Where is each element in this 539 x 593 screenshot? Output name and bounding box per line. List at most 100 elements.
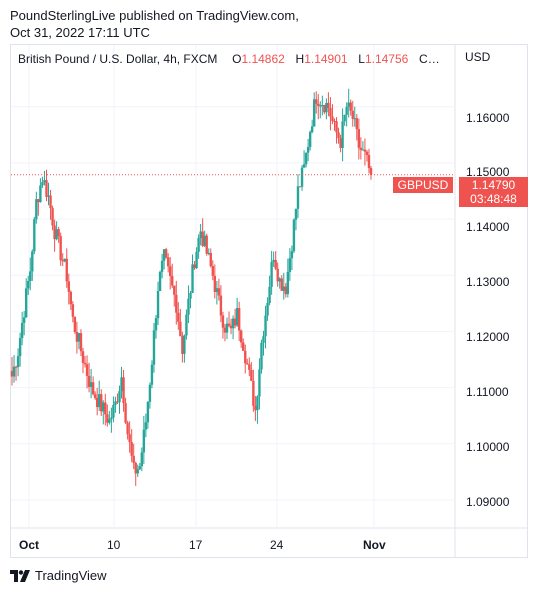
candle-body (231, 318, 235, 329)
candle-body (294, 208, 298, 220)
candle-body (337, 132, 340, 139)
candle-body (221, 315, 225, 328)
candle-body (136, 469, 139, 474)
candle-body (225, 323, 229, 333)
candle-body (77, 333, 81, 342)
candle-body (292, 219, 296, 252)
candle-body (270, 262, 273, 287)
candle-body (14, 366, 18, 368)
candle-body (335, 121, 338, 133)
candle-body (63, 258, 66, 262)
candle-body (341, 121, 344, 148)
chart-frame (10, 44, 528, 558)
publish-date: Oct 31, 2022 17:11 UTC (10, 25, 150, 40)
candle-body (132, 455, 135, 463)
candle-body (193, 264, 196, 269)
candle-body (57, 229, 60, 237)
candle-body (274, 259, 277, 269)
candle-body (237, 308, 241, 331)
candle-body (227, 323, 231, 326)
candle-body (81, 351, 85, 363)
candle-body (357, 129, 361, 148)
last-price-tag: 1.14790 03:48:48 (459, 177, 528, 207)
candle-body (369, 168, 373, 175)
candle-body (355, 118, 359, 130)
candle-body (41, 182, 44, 186)
candle-body (333, 120, 336, 122)
candle-body (219, 295, 223, 316)
candle-body (122, 377, 125, 404)
candle-body (361, 149, 365, 151)
candle-body (258, 369, 261, 397)
candle-body (148, 384, 152, 402)
candle-body (331, 116, 334, 121)
candle-body (315, 99, 318, 104)
candle-body (79, 333, 83, 352)
candle-body (16, 356, 20, 368)
candle-body (166, 257, 170, 267)
candle-body (290, 251, 294, 259)
candle-body (298, 186, 302, 188)
candle-body (85, 364, 89, 376)
candle-body (158, 271, 162, 292)
candle-body (112, 404, 115, 418)
x-tick-label: 17 (189, 538, 203, 552)
legend-symbol: British Pound / U.S. Dollar, 4h, FXCM (18, 52, 218, 66)
candle-body (223, 327, 227, 333)
candle-body (317, 103, 320, 106)
candle-body (179, 321, 182, 337)
candle-body (284, 286, 288, 295)
candle-body (246, 363, 249, 365)
candle-body (134, 462, 137, 474)
candle-body (256, 396, 259, 411)
candle-body (323, 105, 326, 113)
candle-body (313, 99, 316, 127)
candle-body (55, 229, 58, 240)
candle-body (268, 286, 271, 304)
candle-body (89, 382, 93, 387)
candle-body (280, 278, 283, 291)
candle-body (87, 375, 91, 387)
candle-body (321, 105, 324, 107)
legend-open-value: 1.14862 (241, 52, 285, 66)
candle-body (252, 380, 255, 406)
candle-body (302, 164, 306, 168)
candle-body (69, 291, 73, 305)
brand-footer[interactable]: TradingView (10, 568, 107, 583)
candle-body (171, 276, 174, 286)
candle-body (296, 186, 300, 209)
candle-body (201, 231, 204, 246)
candle-body (345, 106, 348, 115)
legend-low-label: L (358, 52, 365, 66)
candle-body (67, 281, 70, 292)
candle-body (93, 394, 97, 399)
last-price-value: 1.14790 (471, 178, 516, 192)
candle-body (160, 260, 164, 272)
candle-body (95, 398, 99, 408)
candle-body (264, 315, 267, 337)
candle-body (140, 452, 144, 467)
x-tick-label: Nov (363, 538, 386, 552)
candle-body (156, 291, 160, 319)
candle-body (65, 258, 68, 282)
candle-body (20, 322, 24, 339)
candle-body (365, 151, 369, 155)
candle-body (367, 154, 371, 169)
candle-body (276, 268, 279, 282)
bar-countdown: 03:48:48 (470, 192, 517, 206)
candle-body (169, 266, 172, 277)
candle-body (83, 362, 87, 365)
candle-body (39, 185, 42, 203)
candle-body (327, 102, 330, 108)
brand-name: TradingView (35, 568, 107, 583)
candle-body (71, 304, 75, 317)
candle-body (126, 422, 129, 435)
candle-body (187, 298, 190, 315)
y-tick-label: 1.13000 (466, 275, 510, 289)
candle-body (351, 110, 354, 119)
legend-open-label: O (232, 52, 242, 66)
candle-body (162, 249, 166, 261)
candle-body (209, 252, 212, 267)
candle-body (244, 350, 247, 364)
